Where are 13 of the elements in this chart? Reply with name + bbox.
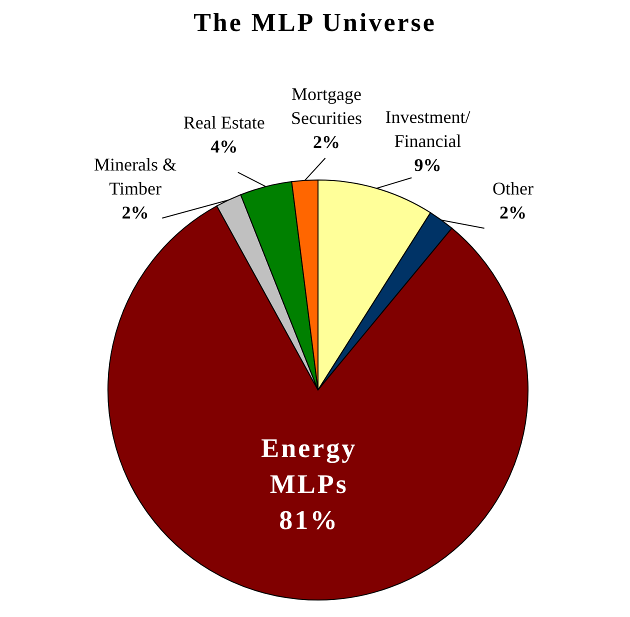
data-label: 2% xyxy=(122,202,149,222)
slice-label: Minerals & Timber xyxy=(94,154,177,198)
slice-label: Mortgage Securities xyxy=(291,84,362,128)
slice-label: Real Estate xyxy=(183,112,265,133)
data-label: 2% xyxy=(313,132,340,152)
data-label: 4% xyxy=(210,136,238,157)
slice-label: Energy MLPs xyxy=(261,433,358,500)
data-label: 2% xyxy=(500,202,526,222)
slice-label: Investment/Financial xyxy=(385,107,470,152)
data-label: 9% xyxy=(414,155,442,176)
chart-title: The MLP Universe xyxy=(192,8,438,39)
slice-label: Other xyxy=(492,178,534,198)
data-label: 81% xyxy=(279,505,340,536)
